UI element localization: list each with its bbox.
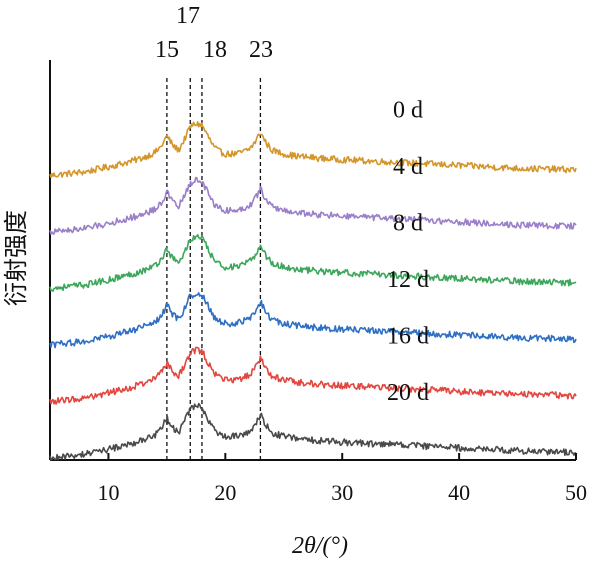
series-label: 16 d [387, 323, 429, 349]
peak-marker-label: 18 [203, 37, 227, 63]
series-line [49, 292, 577, 349]
series-label: 0 d [393, 97, 423, 123]
peak-marker-lines [166, 78, 262, 460]
series-line [49, 346, 577, 405]
peak-marker-label: 17 [176, 3, 200, 29]
series-labels: 0 d 4 d 8 d 12 d 16 d 20 d [387, 97, 429, 406]
x-tick-label: 20 [214, 480, 236, 505]
series-label: 12 d [387, 267, 429, 293]
axes [49, 60, 576, 461]
series-line [49, 234, 577, 292]
x-tick-label: 10 [97, 480, 119, 505]
series-label: 4 d [393, 154, 423, 180]
x-tick-label: 50 [565, 480, 587, 505]
x-tick-label: 40 [448, 480, 470, 505]
series-line [49, 402, 577, 462]
x-axis-label: 2θ/(°) [292, 533, 348, 559]
series-label: 20 d [387, 380, 429, 406]
y-axis-label: 衍射强度 [2, 210, 30, 306]
x-tick-label: 30 [331, 480, 353, 505]
series-line [49, 176, 577, 235]
diffraction-curves [49, 121, 577, 462]
peak-marker-label: 15 [155, 37, 179, 63]
x-axis-ticks: 10 20 30 40 50 [97, 453, 587, 505]
series-line [49, 121, 577, 179]
peak-marker-label: 23 [249, 37, 273, 63]
series-label: 8 d [393, 210, 423, 236]
